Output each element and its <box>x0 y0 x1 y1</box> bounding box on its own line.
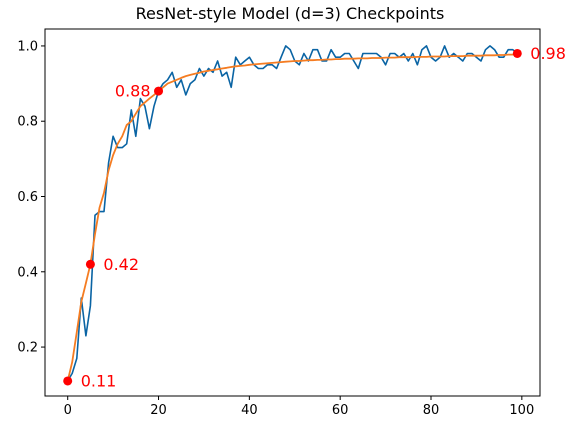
checkpoint-marker <box>63 376 73 386</box>
x-tick-label: 0 <box>64 403 72 418</box>
checkpoint-marker <box>85 259 95 269</box>
chart-marks: 0.11 0.42 0.88 0.98 <box>63 44 566 390</box>
axes: 0 20 40 60 80 100 0.2 0.4 0.6 0.8 1.0 <box>17 39 534 418</box>
plot-area <box>44 28 541 397</box>
checkpoint-label: 0.11 <box>81 371 117 390</box>
x-tick-label: 60 <box>332 403 349 418</box>
checkpoint-label: 0.88 <box>115 82 151 101</box>
y-tick-label: 0.2 <box>17 341 38 356</box>
y-tick-label: 0.4 <box>17 265 38 280</box>
checkpoint-marker <box>512 48 522 58</box>
checkpoint-label: 0.98 <box>530 44 566 63</box>
y-tick-label: 0.6 <box>17 190 38 205</box>
x-tick-label: 100 <box>509 403 534 418</box>
raw-series-line <box>67 45 518 382</box>
y-tick-label: 1.0 <box>17 39 38 54</box>
checkpoint-label: 0.42 <box>103 255 139 274</box>
y-tick-label: 0.8 <box>17 115 38 130</box>
smooth-series-line <box>66 52 518 382</box>
plot-frame <box>44 28 541 397</box>
x-tick-label: 40 <box>241 403 258 418</box>
x-tick-label: 80 <box>423 403 440 418</box>
x-tick-label: 20 <box>150 403 167 418</box>
chart-title: ResNet-style Model (d=3) Checkpoints <box>136 4 445 23</box>
checkpoint-marker <box>154 86 164 96</box>
